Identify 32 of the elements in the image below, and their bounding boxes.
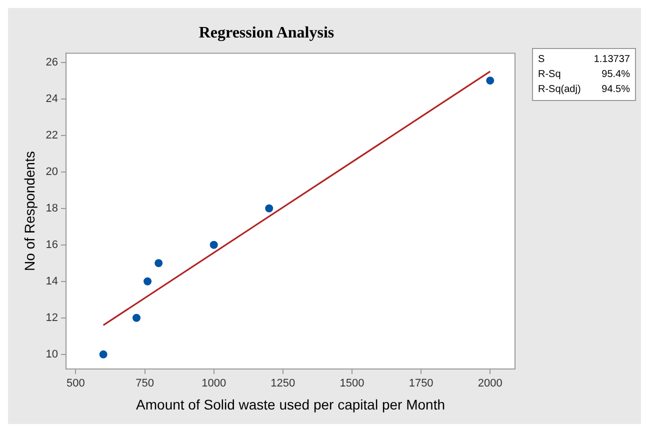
- x-tick-label: 500: [66, 378, 85, 390]
- y-tick-label: 18: [46, 202, 58, 214]
- text: 94.5%: [600, 83, 630, 97]
- chart-title: Regression Analysis: [198, 24, 334, 42]
- y-tick-label: 14: [46, 275, 58, 288]
- point: [144, 277, 152, 286]
- x-tick-label: 1000: [202, 378, 226, 390]
- point: [132, 314, 140, 322]
- point: [265, 204, 274, 212]
- y-tick-label: 26: [46, 56, 58, 68]
- y-tick-label: 20: [46, 166, 58, 178]
- x-tick-label: 1250: [270, 378, 296, 390]
- point: [99, 350, 108, 358]
- x-tick-label: 1500: [340, 378, 364, 390]
- y-tick-label: 10: [46, 348, 58, 360]
- point: [154, 259, 163, 268]
- point: [210, 240, 218, 249]
- x-tick-label: 1750: [408, 378, 434, 390]
- y-tick-label: 12: [46, 312, 58, 324]
- text: R-Sq: [538, 68, 562, 82]
- x-axis-title: Amount of Solid waste used per capital per Month: [136, 396, 445, 412]
- x-tick-label: 2000: [478, 378, 502, 390]
- text: 1.13737: [592, 53, 630, 67]
- y-axis-title: No of Respondents: [21, 151, 38, 272]
- x-tick-label: 750: [136, 378, 154, 390]
- text: R-Sq(adj): [538, 83, 582, 97]
- y-tick-label: 24: [46, 92, 58, 105]
- y-tick-label: 16: [46, 238, 58, 251]
- text: S: [538, 53, 546, 67]
- point: [486, 76, 494, 85]
- text: 95.4%: [600, 68, 630, 82]
- y-tick-label: 22: [46, 129, 58, 142]
